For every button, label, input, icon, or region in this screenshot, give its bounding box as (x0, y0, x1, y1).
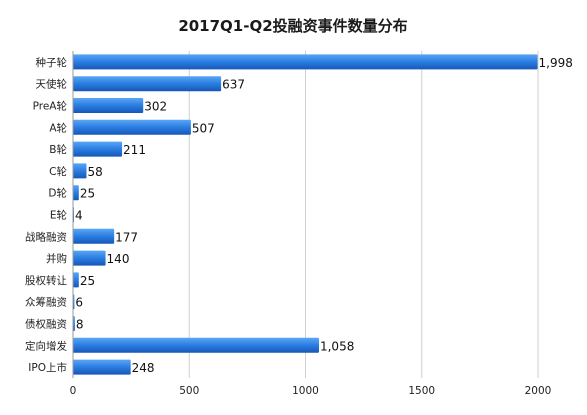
category-label: A轮 (49, 121, 67, 134)
x-tick-label: 1500 (408, 385, 435, 397)
value-label: 140 (107, 252, 130, 266)
category-label: 天使轮 (36, 78, 68, 91)
x-tick-label: 2000 (525, 385, 552, 397)
value-label: 58 (87, 165, 102, 179)
category-label: 定向增发 (25, 339, 67, 352)
bars-group (73, 54, 538, 375)
category-label: 债权融资 (25, 318, 67, 331)
category-label: D轮 (48, 187, 67, 200)
category-label: 并购 (46, 252, 67, 265)
category-label: 种子轮 (36, 56, 68, 69)
value-labels: 1,998 637 302 507 211 58 25 4 177 140 25 6 8 1,058 248 (75, 56, 573, 375)
category-label: E轮 (50, 209, 68, 222)
x-tick-labels: 0 500 1000 1500 2000 (70, 385, 552, 397)
bar (73, 163, 87, 179)
value-label: 211 (123, 143, 146, 157)
category-label: C轮 (49, 165, 67, 178)
value-label: 637 (222, 78, 245, 92)
x-tick-label: 500 (179, 385, 199, 397)
category-label: B轮 (49, 143, 67, 156)
value-label: 1,998 (539, 56, 573, 70)
category-label: IPO上市 (28, 361, 67, 374)
value-label: 25 (80, 274, 95, 288)
category-label: 股权转让 (25, 274, 67, 287)
bar (73, 185, 79, 201)
chart-title: 2017Q1-Q2投融资事件数量分布 (178, 17, 407, 35)
x-tick-label: 1000 (292, 385, 319, 397)
value-label: 177 (115, 230, 138, 244)
bar (73, 98, 144, 113)
bar (73, 141, 123, 157)
bar (73, 54, 538, 70)
value-label: 4 (75, 209, 83, 223)
grid-lines (188, 51, 539, 378)
bar (73, 337, 319, 353)
value-label: 25 (80, 187, 95, 201)
value-label: 8 (76, 318, 84, 332)
bar (73, 359, 131, 375)
bar (73, 228, 115, 244)
category-label: 战略融资 (25, 230, 67, 243)
value-label: 1,058 (320, 339, 354, 353)
value-label: 248 (132, 361, 155, 375)
category-label: PreA轮 (33, 100, 68, 113)
bar (73, 119, 191, 135)
category-label: 众筹融资 (25, 296, 67, 309)
value-label: 507 (192, 121, 215, 135)
bar (73, 272, 79, 288)
bar (73, 76, 222, 92)
bar (73, 250, 106, 266)
value-label: 6 (75, 296, 83, 310)
value-label: 302 (144, 100, 167, 114)
x-tick-label: 0 (70, 385, 77, 397)
